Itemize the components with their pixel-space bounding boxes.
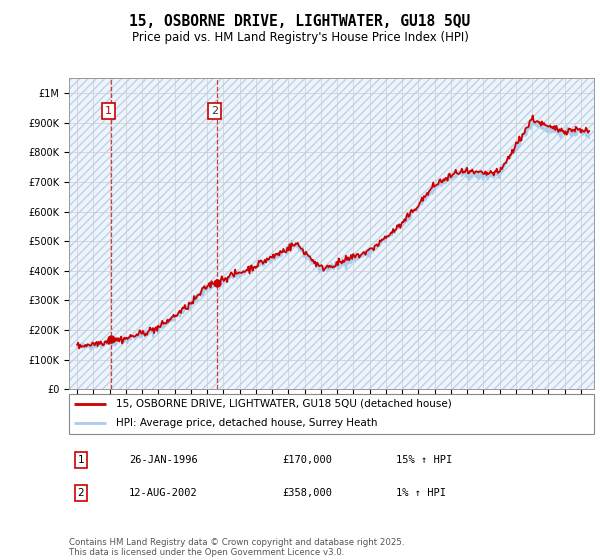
Text: 15, OSBORNE DRIVE, LIGHTWATER, GU18 5QU: 15, OSBORNE DRIVE, LIGHTWATER, GU18 5QU: [130, 14, 470, 29]
Text: Price paid vs. HM Land Registry's House Price Index (HPI): Price paid vs. HM Land Registry's House …: [131, 31, 469, 44]
Text: Contains HM Land Registry data © Crown copyright and database right 2025.
This d: Contains HM Land Registry data © Crown c…: [69, 538, 404, 557]
Text: 1% ↑ HPI: 1% ↑ HPI: [396, 488, 446, 498]
Text: 2: 2: [77, 488, 85, 498]
Text: 15, OSBORNE DRIVE, LIGHTWATER, GU18 5QU (detached house): 15, OSBORNE DRIVE, LIGHTWATER, GU18 5QU …: [116, 399, 452, 409]
Text: 2: 2: [211, 106, 218, 116]
Text: 1: 1: [77, 455, 85, 465]
Text: £358,000: £358,000: [282, 488, 332, 498]
Text: 12-AUG-2002: 12-AUG-2002: [129, 488, 198, 498]
FancyBboxPatch shape: [69, 394, 594, 434]
Text: HPI: Average price, detached house, Surrey Heath: HPI: Average price, detached house, Surr…: [116, 418, 378, 428]
Text: 1: 1: [105, 106, 112, 116]
Text: 26-JAN-1996: 26-JAN-1996: [129, 455, 198, 465]
Text: 15% ↑ HPI: 15% ↑ HPI: [396, 455, 452, 465]
Text: £170,000: £170,000: [282, 455, 332, 465]
